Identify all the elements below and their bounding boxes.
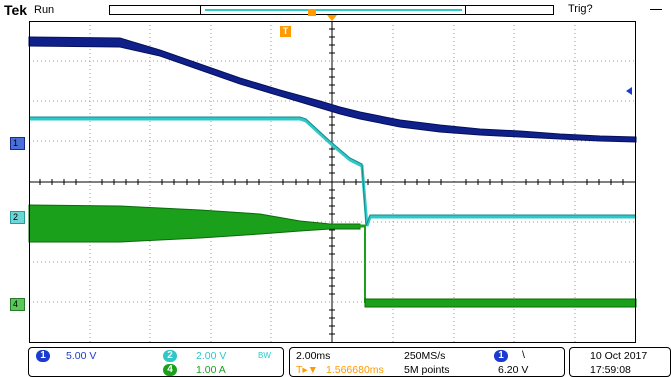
- record-view-window: [200, 5, 466, 15]
- ch1-scale[interactable]: 5.00 V: [66, 350, 97, 362]
- record-length-readout: 5M points: [404, 364, 450, 376]
- brand-logo: Tek: [4, 2, 28, 18]
- status-dash: [650, 9, 662, 10]
- ch4-scale[interactable]: 1.00 A: [196, 364, 226, 376]
- sample-rate-readout: 250MS/s: [404, 350, 446, 362]
- ch1-waveform: [28, 36, 637, 143]
- ch2-ground-marker[interactable]: 2: [10, 211, 25, 224]
- record-view-line: [205, 9, 462, 11]
- ch1-badge[interactable]: 1: [36, 350, 50, 362]
- bandwidth-limit-indicator: BW: [258, 351, 271, 360]
- ch2-scale[interactable]: 2.00 V: [196, 350, 227, 362]
- graticule-frame: [29, 21, 636, 343]
- trigger-delay-icon: T▸▼: [296, 364, 319, 376]
- time-readout: 17:59:08: [590, 364, 631, 376]
- trigger-level-icon[interactable]: [626, 87, 632, 95]
- trigger-slope-icon: \: [522, 349, 525, 361]
- ch2-badge[interactable]: 2: [163, 350, 177, 362]
- ch1-ground-marker[interactable]: 1: [10, 137, 25, 150]
- trigger-delay-readout[interactable]: 1.566680ms: [326, 364, 384, 376]
- trigger-position-icon[interactable]: T: [280, 26, 291, 37]
- ch4-badge[interactable]: 4: [163, 364, 177, 376]
- trigger-level-readout[interactable]: 6.20 V: [498, 364, 529, 376]
- horizontal-position-icon: [327, 15, 337, 21]
- trigger-status: Trig?: [568, 3, 593, 15]
- ch4-ground-marker[interactable]: 4: [10, 298, 25, 311]
- acquisition-status: Run: [34, 4, 55, 16]
- ch4-waveform-after: [364, 298, 637, 308]
- trigger-source-badge[interactable]: 1: [494, 350, 508, 362]
- date-readout: 10 Oct 2017: [590, 350, 648, 362]
- record-trigger-icon: [308, 9, 316, 16]
- ch2-waveform: [29, 117, 636, 227]
- ch4-waveform-envelope: [28, 204, 361, 243]
- timebase-readout[interactable]: 2.00ms: [296, 350, 331, 362]
